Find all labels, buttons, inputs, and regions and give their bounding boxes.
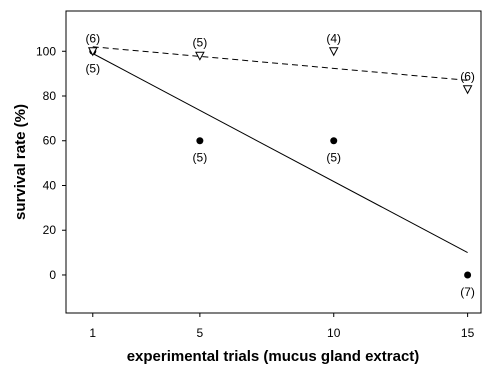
sample-size-label: (5)	[193, 151, 208, 165]
sample-size-label: (5)	[193, 36, 208, 50]
data-points	[87, 47, 473, 279]
sample-size-label: (5)	[85, 61, 100, 75]
sample-size-label: (6)	[460, 69, 475, 83]
trendlines	[92, 46, 468, 254]
x-axis: 1 5 10 15	[89, 313, 475, 340]
trendline-solid	[92, 53, 468, 254]
x-tick-label: 5	[197, 326, 204, 340]
filled-circle-point	[196, 137, 204, 145]
y-axis-title: survival rate (%)	[12, 104, 29, 220]
y-tick-label: 40	[43, 178, 57, 192]
filled-circle-point	[464, 271, 472, 279]
open-triangle-point	[195, 51, 205, 61]
x-tick-label: 1	[89, 326, 96, 340]
filled-circle-point	[330, 137, 338, 145]
plot-area-frame	[65, 10, 482, 314]
y-tick-label: 20	[43, 223, 57, 237]
y-tick-label: 60	[43, 134, 57, 148]
open-triangle-point	[328, 47, 339, 57]
sample-size-label: (5)	[326, 151, 341, 165]
open-triangle-point	[462, 85, 473, 95]
trendline-dashed	[92, 46, 468, 81]
open-triangle-point	[87, 47, 98, 57]
x-tick-label: 10	[327, 326, 341, 340]
sample-size-label: (4)	[326, 31, 341, 45]
y-tick-label: 100	[36, 44, 56, 58]
x-axis-title: experimental trials (mucus gland extract…	[127, 348, 420, 365]
point-labels: (5) (5) (5) (7) (6) (5) (4) (6)	[85, 31, 475, 299]
x-tick-label: 15	[461, 326, 475, 340]
sample-size-label: (7)	[460, 285, 475, 299]
y-tick-label: 0	[49, 268, 56, 282]
y-axis: 0 20 40 60 80 100	[36, 44, 66, 282]
y-tick-label: 80	[43, 89, 57, 103]
sample-size-label: (6)	[85, 31, 100, 45]
